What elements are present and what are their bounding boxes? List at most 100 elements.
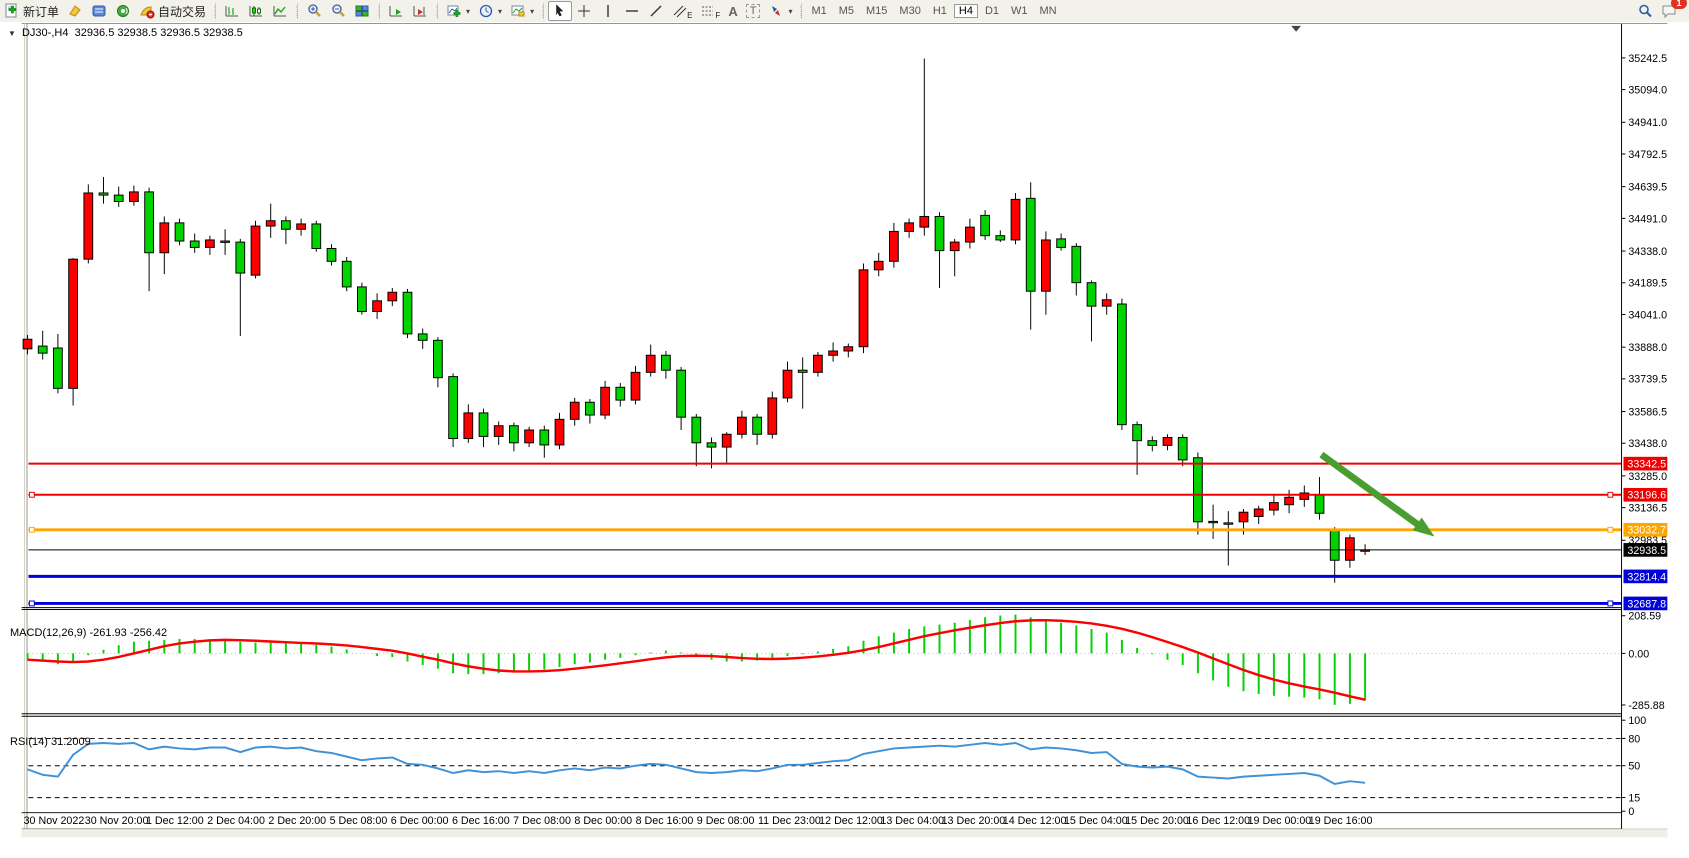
auto-scroll-button[interactable]: [384, 1, 408, 21]
price-tick: 33739.5: [1628, 374, 1667, 386]
price-tick: 33285.0: [1628, 471, 1667, 483]
price-tick: 33888.0: [1628, 342, 1667, 354]
search-icon: [1639, 4, 1652, 18]
svg-text:33032.7: 33032.7: [1627, 525, 1666, 537]
symbol-name: DJ30-,H4: [21, 27, 69, 39]
price-tick: 34041.0: [1628, 309, 1667, 321]
vertical-line-icon: [607, 5, 609, 17]
arrows-tool-icon: [772, 6, 781, 16]
timeframe-button-m5[interactable]: M5: [838, 5, 855, 17]
symbol-label[interactable]: ▼ DJ30-,H4 32936.5 32938.5 32936.5 32938…: [8, 27, 243, 39]
auto-scroll-icon: [389, 6, 403, 17]
time-tick: 5 Dec 08:00: [330, 815, 388, 827]
time-tick: 14 Dec 12:00: [1003, 815, 1067, 827]
notification-badge: 1: [1671, 0, 1687, 9]
timeframe-button-d1[interactable]: D1: [984, 5, 1000, 17]
time-tick: 19 Dec 00:00: [1248, 815, 1312, 827]
time-tick: 30 Nov 20:00: [85, 815, 149, 827]
time-tick: 15 Dec 04:00: [1064, 815, 1128, 827]
candle-chart-icon: [249, 6, 263, 17]
channel-tool-button[interactable]: E: [668, 1, 696, 21]
templates-button[interactable]: ▾: [506, 1, 538, 21]
time-tick: 16 Dec 12:00: [1186, 815, 1250, 827]
time-tick: 6 Dec 00:00: [391, 815, 449, 827]
price-tick: 35242.5: [1628, 53, 1667, 65]
alerts-icon: [117, 5, 130, 17]
svg-text:15: 15: [1628, 792, 1640, 804]
timeframe-button-m30[interactable]: M30: [899, 5, 921, 17]
label-tool-button[interactable]: T: [742, 1, 765, 21]
label-tool-icon: T: [745, 4, 761, 18]
candle-chart-button[interactable]: [244, 1, 268, 21]
svg-text:32687.8: 32687.8: [1627, 598, 1666, 610]
channel-tag: E: [687, 10, 693, 20]
collapse-triangle-icon[interactable]: ▼: [8, 29, 16, 38]
toolbar-separator: [296, 3, 299, 19]
time-tick: 30 Nov 2022: [24, 815, 85, 827]
toolbar: 新订单 自动交易: [0, 0, 1689, 23]
timeframe-button-mn[interactable]: MN: [1039, 5, 1057, 17]
chart-shift-icon: [413, 6, 427, 17]
svg-text:33342.5: 33342.5: [1627, 459, 1666, 471]
time-tick: 12 Dec 12:00: [819, 815, 883, 827]
zoom-in-button[interactable]: [302, 1, 326, 21]
zoom-out-icon: [332, 4, 345, 17]
svg-text:32938.5: 32938.5: [1627, 545, 1666, 557]
time-tick: 8 Dec 16:00: [636, 815, 694, 827]
tile-windows-button[interactable]: [350, 1, 374, 21]
chart-area[interactable]: 35242.5 35094.0 34941.0 34792.5 34639.5 34491…: [0, 22, 1689, 858]
svg-text:-285.88: -285.88: [1628, 700, 1664, 712]
periods-clock-button[interactable]: ▾: [474, 1, 506, 21]
templates-icon: [511, 5, 525, 17]
time-tick: 6 Dec 16:00: [452, 815, 510, 827]
arrows-caret: ▾: [788, 6, 793, 16]
market-watch-icon: [92, 5, 106, 17]
crosshair-tool-button[interactable]: [572, 1, 596, 21]
auto-trading-label: 自动交易: [158, 4, 207, 19]
time-tick: 13 Dec 04:00: [880, 815, 944, 827]
macd-indicator-label: MACD(12,26,9) -261.93 -256.42: [10, 627, 168, 639]
svg-text:0: 0: [1628, 806, 1634, 818]
cursor-tool-button[interactable]: [548, 1, 573, 21]
notifications-button[interactable]: 1: [1657, 0, 1687, 21]
timeframe-button-m1[interactable]: M1: [811, 5, 827, 17]
fibonacci-tool-button[interactable]: F: [696, 1, 724, 21]
timeframe-button-h4[interactable]: H4: [953, 4, 978, 18]
trendline-icon: [650, 5, 662, 17]
market-watch-button[interactable]: [87, 1, 111, 21]
price-tick: 34491.0: [1628, 213, 1667, 225]
trendline-tool-button[interactable]: [644, 1, 668, 21]
zoom-out-button[interactable]: [326, 1, 350, 21]
arrows-tool-button[interactable]: ▾: [764, 1, 796, 21]
alerts-button[interactable]: [111, 1, 135, 21]
symbol-ohlc: 32936.5 32938.5 32936.5 32938.5: [74, 27, 243, 39]
search-button[interactable]: [1633, 1, 1657, 21]
toolbar-separator: [436, 3, 439, 19]
chart-shift-button[interactable]: [408, 1, 432, 21]
auto-trading-button[interactable]: 自动交易: [135, 1, 210, 21]
timeframe-button-m15[interactable]: M15: [866, 5, 888, 17]
price-tick: 34189.5: [1628, 278, 1667, 290]
svg-text:33196.6: 33196.6: [1627, 490, 1666, 502]
indicators-icon: [447, 5, 461, 17]
new-order-button[interactable]: 新订单: [0, 1, 63, 21]
bar-chart-button[interactable]: [220, 1, 244, 21]
auto-trading-icon: [140, 6, 155, 19]
indicators-button[interactable]: ▾: [442, 1, 474, 21]
text-tool-button[interactable]: A: [724, 1, 741, 21]
timeframe-button-w1[interactable]: W1: [1011, 5, 1028, 17]
svg-text:50: 50: [1628, 761, 1640, 773]
time-tick: 2 Dec 04:00: [207, 815, 265, 827]
chart-canvas[interactable]: 35242.5 35094.0 34941.0 34792.5 34639.5 34491…: [0, 22, 1689, 858]
time-tick: 15 Dec 20:00: [1125, 815, 1189, 827]
vertical-line-tool-button[interactable]: [596, 1, 620, 21]
timeframe-button-h1[interactable]: H1: [932, 5, 947, 17]
price-tick: 35094.0: [1628, 85, 1667, 97]
horizontal-line-tool-button[interactable]: [620, 1, 644, 21]
horizontal-line-icon: [626, 10, 639, 12]
line-chart-button[interactable]: [268, 1, 292, 21]
price-tick: 33136.5: [1628, 503, 1667, 515]
profiles-button[interactable]: [63, 1, 87, 21]
fibonacci-icon: [702, 6, 714, 16]
